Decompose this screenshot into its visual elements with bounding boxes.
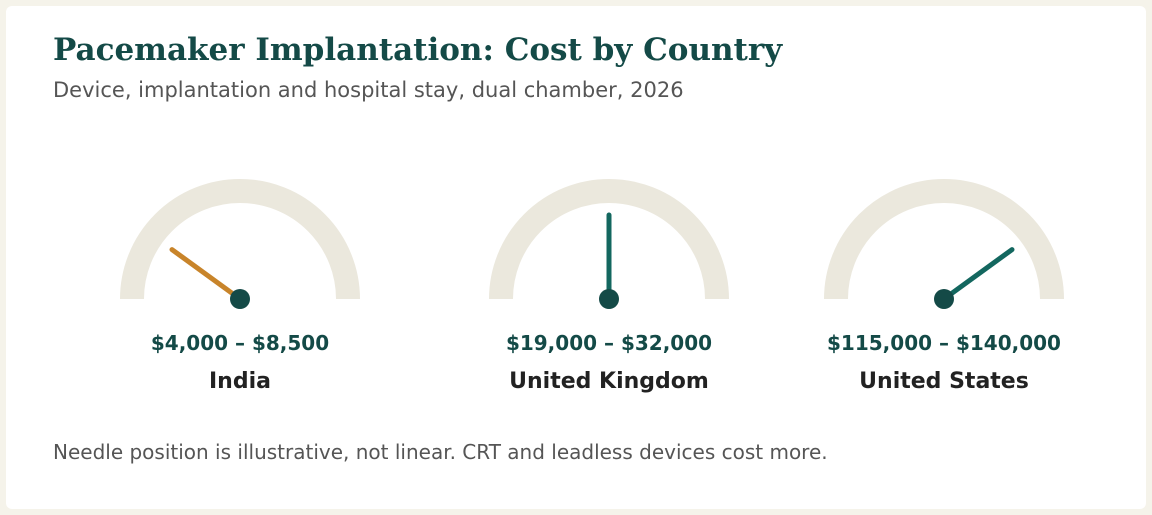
gauge-track-india xyxy=(120,179,360,300)
gauge-needle-india xyxy=(169,247,243,302)
gauge-track-united-states xyxy=(824,179,1064,300)
gauge-hub-india xyxy=(230,289,250,309)
gauge-range-label-united-states: $115,000 – $140,000 xyxy=(827,331,1061,355)
gauge-country-label-india: India xyxy=(209,369,271,394)
gauge-country-label-united-kingdom: United Kingdom xyxy=(509,369,709,394)
chart-subtitle: Device, implantation and hospital stay, … xyxy=(53,78,684,102)
chart-footnote: Needle position is illustrative, not lin… xyxy=(53,440,828,464)
gauge-hub-united-states xyxy=(934,289,954,309)
gauge-range-label-united-kingdom: $19,000 – $32,000 xyxy=(506,331,712,355)
gauge-country-label-united-states: United States xyxy=(859,369,1029,394)
chart-title: Pacemaker Implantation: Cost by Country xyxy=(53,32,783,68)
chart-card: Pacemaker Implantation: Cost by Country … xyxy=(6,6,1146,509)
gauge-track-united-kingdom xyxy=(489,179,729,300)
gauge-hub-united-kingdom xyxy=(599,289,619,309)
gauge-needle-united-states xyxy=(941,247,1015,302)
gauge-range-label-india: $4,000 – $8,500 xyxy=(151,331,329,355)
